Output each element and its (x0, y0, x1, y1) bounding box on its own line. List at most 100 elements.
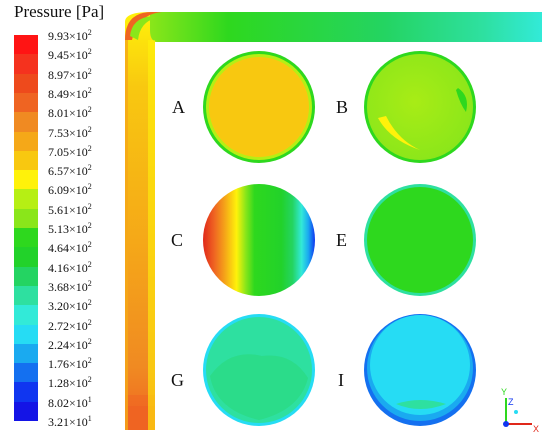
legend-tick-label: 8.97×102 (48, 67, 92, 83)
legend-tick-mantissa: 7.53×10 (48, 125, 88, 140)
z-axis-dot (503, 421, 509, 427)
panel-label-a: A (172, 97, 185, 117)
legend-tick-exponent: 2 (87, 143, 92, 153)
legend-tick-label: 9.45×102 (48, 47, 92, 63)
legend-tick-mantissa: 9.93×10 (48, 29, 88, 43)
legend-swatch (14, 343, 38, 364)
legend-tick-mantissa: 8.01×10 (48, 106, 88, 121)
legend-tick-mantissa: 7.05×10 (48, 144, 88, 159)
legend-swatch (14, 382, 38, 403)
legend-tick-label: 6.57×102 (48, 163, 92, 179)
legend-tick-exponent: 2 (87, 298, 92, 308)
legend-tick-mantissa: 9.45×10 (48, 48, 88, 63)
legend-tick-label: 6.09×102 (48, 182, 92, 198)
legend-tick-exponent: 2 (87, 375, 92, 385)
legend-tick-label: 4.64×102 (48, 240, 92, 256)
legend-tick-label: 9.93×102 (48, 28, 92, 44)
legend-swatch (14, 189, 38, 210)
legend-tick-mantissa: 6.57×10 (48, 164, 88, 179)
section-g (203, 314, 315, 426)
legend-swatch (14, 35, 38, 55)
panel-label-g: G (171, 370, 184, 390)
legend-tick-mantissa: 8.49×10 (48, 86, 88, 101)
legend-tick-mantissa: 4.16×10 (48, 260, 88, 275)
legend-tick-label: 3.20×102 (48, 298, 92, 314)
legend-tick-exponent: 1 (87, 394, 92, 404)
legend-title: Pressure [Pa] (14, 2, 105, 21)
legend-tick-exponent: 2 (87, 278, 92, 288)
legend-tick-mantissa: 3.68×10 (48, 279, 88, 294)
legend-tick-mantissa: 2.72×10 (48, 318, 88, 333)
legend-tick-mantissa: 5.61×10 (48, 202, 88, 217)
legend-swatch (14, 266, 38, 287)
legend-tick-mantissa: 8.02×10 (48, 395, 88, 410)
z-axis-label: Z (508, 397, 514, 407)
section-e (364, 184, 476, 296)
legend-tick-exponent: 2 (87, 124, 92, 134)
legend-swatch (14, 324, 38, 345)
elbow-pipe (125, 12, 542, 430)
legend-tick-label: 8.49×102 (48, 86, 92, 102)
panel-label-c: C (171, 230, 184, 250)
legend-tick-label: 2.24×102 (48, 337, 92, 353)
legend-swatch (14, 54, 38, 75)
legend-swatch (14, 363, 38, 383)
legend-tick-label: 4.16×102 (48, 260, 92, 276)
legend-tick-exponent: 2 (87, 201, 92, 211)
legend-swatch (14, 401, 38, 422)
legend-tick-mantissa: 1.28×10 (48, 376, 88, 391)
legend-tick-label: 7.05×102 (48, 144, 92, 160)
legend-tick-label: 5.61×102 (48, 202, 92, 218)
panel-label-b: B (336, 97, 349, 117)
y-axis-label: Y (501, 387, 507, 397)
legend-swatch (14, 73, 38, 94)
legend-tick-exponent: 1 (87, 414, 92, 423)
legend-tick-exponent: 2 (87, 28, 92, 37)
legend-tick-exponent: 2 (87, 240, 92, 250)
triad-marker (514, 410, 518, 414)
section-i (364, 314, 476, 426)
legend-tick-mantissa: 5.13×10 (48, 222, 88, 236)
legend-tick-exponent: 2 (87, 221, 92, 230)
legend-tick-label: 3.68×102 (48, 279, 92, 295)
legend-tick-exponent: 2 (87, 182, 92, 192)
legend-tick-mantissa: 8.97×10 (48, 67, 88, 82)
legend-swatch (14, 285, 38, 306)
legend-tick-exponent: 2 (87, 66, 92, 76)
legend-swatch (14, 247, 38, 268)
legend-tick-label: 7.53×102 (48, 125, 92, 141)
section-c (203, 184, 315, 296)
legend-tick-exponent: 2 (87, 259, 92, 269)
legend-tick-mantissa: 1.76×10 (48, 357, 88, 372)
x-axis-label: X (533, 424, 539, 434)
legend-tick-mantissa: 4.64×10 (48, 241, 88, 256)
legend-swatch (14, 92, 38, 113)
legend-tick-exponent: 2 (87, 85, 92, 95)
legend-swatch (14, 131, 38, 152)
legend-tick-exponent: 2 (87, 336, 92, 346)
section-a (203, 51, 315, 163)
legend-tick-mantissa: 3.20×10 (48, 299, 88, 314)
panel-label-e: E (336, 230, 347, 250)
legend-tick-label: 8.02×101 (48, 395, 92, 411)
legend-tick-exponent: 2 (87, 47, 92, 57)
legend-tick-mantissa: 2.24×10 (48, 337, 88, 352)
legend-tick-exponent: 2 (87, 317, 92, 327)
legend-tick-label: 1.28×102 (48, 375, 92, 391)
legend-tick-label: 1.76×102 (48, 356, 92, 372)
legend-tick-label: 3.21×101 (48, 414, 92, 430)
legend-swatch (14, 208, 38, 229)
legend-tick-label: 2.72×102 (48, 318, 92, 334)
legend-tick-mantissa: 3.21×10 (48, 415, 88, 429)
panel-label-i: I (338, 370, 344, 390)
legend-tick-mantissa: 6.09×10 (48, 183, 88, 198)
section-b (364, 51, 476, 163)
legend-swatch (14, 170, 38, 190)
legend-swatch (14, 112, 38, 132)
legend-swatch (14, 228, 38, 248)
legend-tick-exponent: 2 (87, 105, 92, 115)
axis-triad: Y Z X (501, 387, 539, 434)
legend-tick-exponent: 2 (87, 356, 92, 366)
